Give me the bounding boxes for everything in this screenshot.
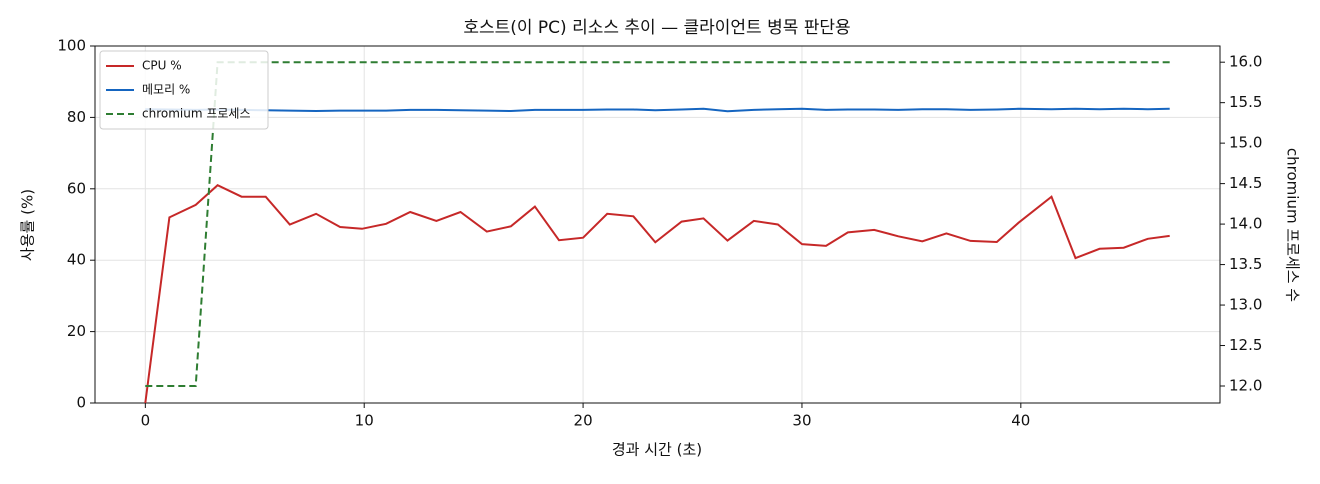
legend-box [99, 50, 269, 130]
legend-label: 메모리 % [142, 83, 190, 97]
chart-title: 호스트(이 PC) 리소스 추이 — 클라이언트 병목 판단용 [463, 18, 850, 38]
y2-tick-label: 13.5 [1229, 255, 1262, 273]
legend-label: CPU % [142, 59, 182, 73]
y-tick-label: 80 [67, 108, 86, 126]
y-tick-label: 60 [67, 179, 86, 197]
x-axis-label: 경과 시간 (초) [612, 441, 702, 459]
series-line [144, 184, 1170, 404]
plot-frame [94, 45, 1221, 404]
x-tick-label: 10 [355, 412, 374, 430]
x-tick-label: 40 [1011, 412, 1030, 430]
y-tick-label: 20 [67, 322, 86, 340]
y-tick-label: 0 [76, 394, 86, 412]
y2-tick-label: 14.5 [1229, 174, 1262, 192]
y-tick-label: 40 [67, 251, 86, 269]
series-line [145, 61, 1170, 387]
legend: CPU % 메모리 % chromium 프로세스 [99, 50, 269, 130]
legend-label: chromium 프로세스 [142, 107, 251, 121]
y-axis-label: 사용률 (%) [19, 189, 37, 261]
y-tick-label: 100 [57, 37, 86, 55]
y2-tick-label: 13.0 [1229, 296, 1262, 314]
y2-tick-label: 15.0 [1229, 134, 1262, 152]
y2-axis-label: chromium 프로세스 수 [1284, 148, 1302, 302]
x-tick-label: 20 [574, 412, 593, 430]
y2-tick-label: 12.0 [1229, 377, 1262, 395]
series-line [145, 107, 1170, 113]
x-tick-label: 30 [792, 412, 811, 430]
y2-tick-label: 15.5 [1229, 93, 1262, 111]
y2-tick-label: 12.5 [1229, 336, 1262, 354]
x-tick-label: 0 [141, 412, 151, 430]
y2-tick-label: 14.0 [1229, 215, 1262, 233]
y2-tick-label: 16.0 [1229, 53, 1262, 71]
